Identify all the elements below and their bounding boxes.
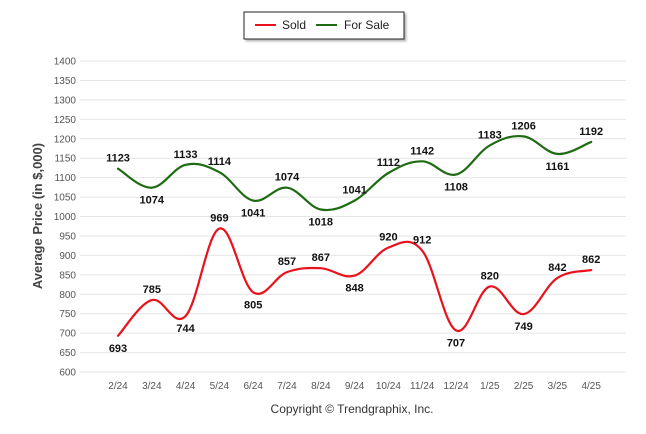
y-tick-label: 1400 <box>54 57 77 68</box>
legend: Sold For Sale <box>243 11 405 40</box>
x-tick-label: 5/24 <box>210 381 230 392</box>
y-axis-ticks: 600 650 700 750 800 850 900 950 1000 1050 1100 1150… <box>54 57 77 379</box>
data-label-sold: 693 <box>109 343 127 355</box>
y-tick-label: 650 <box>59 348 76 359</box>
x-tick-label: 6/24 <box>243 381 263 392</box>
data-label-for-sale: 1074 <box>275 172 300 184</box>
y-tick-label: 800 <box>59 290 76 301</box>
data-label-for-sale: 1142 <box>410 145 434 157</box>
x-axis-ticks: 2/24 3/24 4/24 5/24 6/24 7/24 8/24 9/24 10/24 11/… <box>108 381 601 392</box>
x-tick-label: 12/24 <box>443 381 468 392</box>
data-label-sold: 842 <box>548 262 566 274</box>
series-lines <box>116 134 593 337</box>
x-tick-label: 4/24 <box>176 381 196 392</box>
data-label-for-sale: 1183 <box>478 129 502 141</box>
data-label-for-sale: 1114 <box>208 156 232 168</box>
y-tick-label: 1250 <box>54 115 77 126</box>
series-line-for-sale <box>116 134 593 212</box>
y-tick-label: 750 <box>59 309 76 320</box>
x-tick-label: 2/24 <box>108 381 128 392</box>
y-tick-label: 1200 <box>54 134 77 145</box>
y-tick-label: 1150 <box>54 154 76 165</box>
y-tick-label: 600 <box>59 368 76 379</box>
data-labels: 693 785 744 969 805 857 867 848 920 912 707 820 749 8… <box>106 120 603 354</box>
legend-label-sold: Sold <box>282 18 306 32</box>
data-label-sold: 912 <box>413 235 431 247</box>
data-label-sold: 969 <box>210 213 228 225</box>
legend-label-for-sale: For Sale <box>344 18 390 32</box>
data-label-sold: 744 <box>176 323 195 335</box>
data-label-sold: 862 <box>582 254 600 266</box>
data-label-sold: 805 <box>244 299 262 311</box>
series-line-sold <box>116 227 593 337</box>
data-label-for-sale: 1018 <box>309 217 333 229</box>
data-label-for-sale: 1041 <box>342 185 366 197</box>
y-tick-label: 700 <box>59 329 76 340</box>
y-tick-label: 950 <box>59 231 76 242</box>
data-label-sold: 707 <box>447 337 465 349</box>
data-label-for-sale: 1041 <box>241 208 265 220</box>
data-label-for-sale: 1192 <box>579 126 603 138</box>
x-tick-label: 1/25 <box>480 381 500 392</box>
data-label-for-sale: 1161 <box>545 161 569 173</box>
y-tick-label: 1300 <box>54 95 77 106</box>
data-label-sold: 920 <box>379 232 397 244</box>
x-tick-label: 3/25 <box>548 381 568 392</box>
x-tick-label: 7/24 <box>277 381 297 392</box>
y-axis-label: Average Price (in $,000) <box>30 143 45 289</box>
data-label-sold: 867 <box>312 252 330 264</box>
y-tick-label: 900 <box>59 251 76 262</box>
data-label-sold: 820 <box>481 270 499 282</box>
x-tick-label: 4/25 <box>581 381 601 392</box>
x-tick-label: 3/24 <box>142 381 162 392</box>
x-tick-label: 10/24 <box>376 381 401 392</box>
y-tick-label: 850 <box>59 270 76 281</box>
data-label-sold: 848 <box>345 283 363 295</box>
data-label-for-sale: 1112 <box>377 157 400 169</box>
x-tick-label: 8/24 <box>311 381 331 392</box>
y-tick-label: 1050 <box>54 193 77 204</box>
data-label-for-sale: 1206 <box>511 120 535 132</box>
data-label-sold: 857 <box>278 256 296 268</box>
grid-lines <box>80 60 626 373</box>
data-label-sold: 749 <box>514 321 532 333</box>
data-label-for-sale: 1074 <box>140 195 165 207</box>
data-label-for-sale: 1108 <box>444 182 468 194</box>
data-label-for-sale: 1123 <box>106 153 130 165</box>
data-label-sold: 785 <box>143 284 161 296</box>
copyright-footer: Copyright © Trendgraphix, Inc. <box>271 402 434 416</box>
y-tick-label: 1350 <box>54 76 77 87</box>
x-tick-label: 9/24 <box>345 381 365 392</box>
x-tick-label: 2/25 <box>514 381 534 392</box>
data-label-for-sale: 1133 <box>174 149 198 161</box>
y-tick-label: 1000 <box>54 212 77 223</box>
x-tick-label: 11/24 <box>410 381 435 392</box>
y-tick-label: 1100 <box>54 173 76 184</box>
